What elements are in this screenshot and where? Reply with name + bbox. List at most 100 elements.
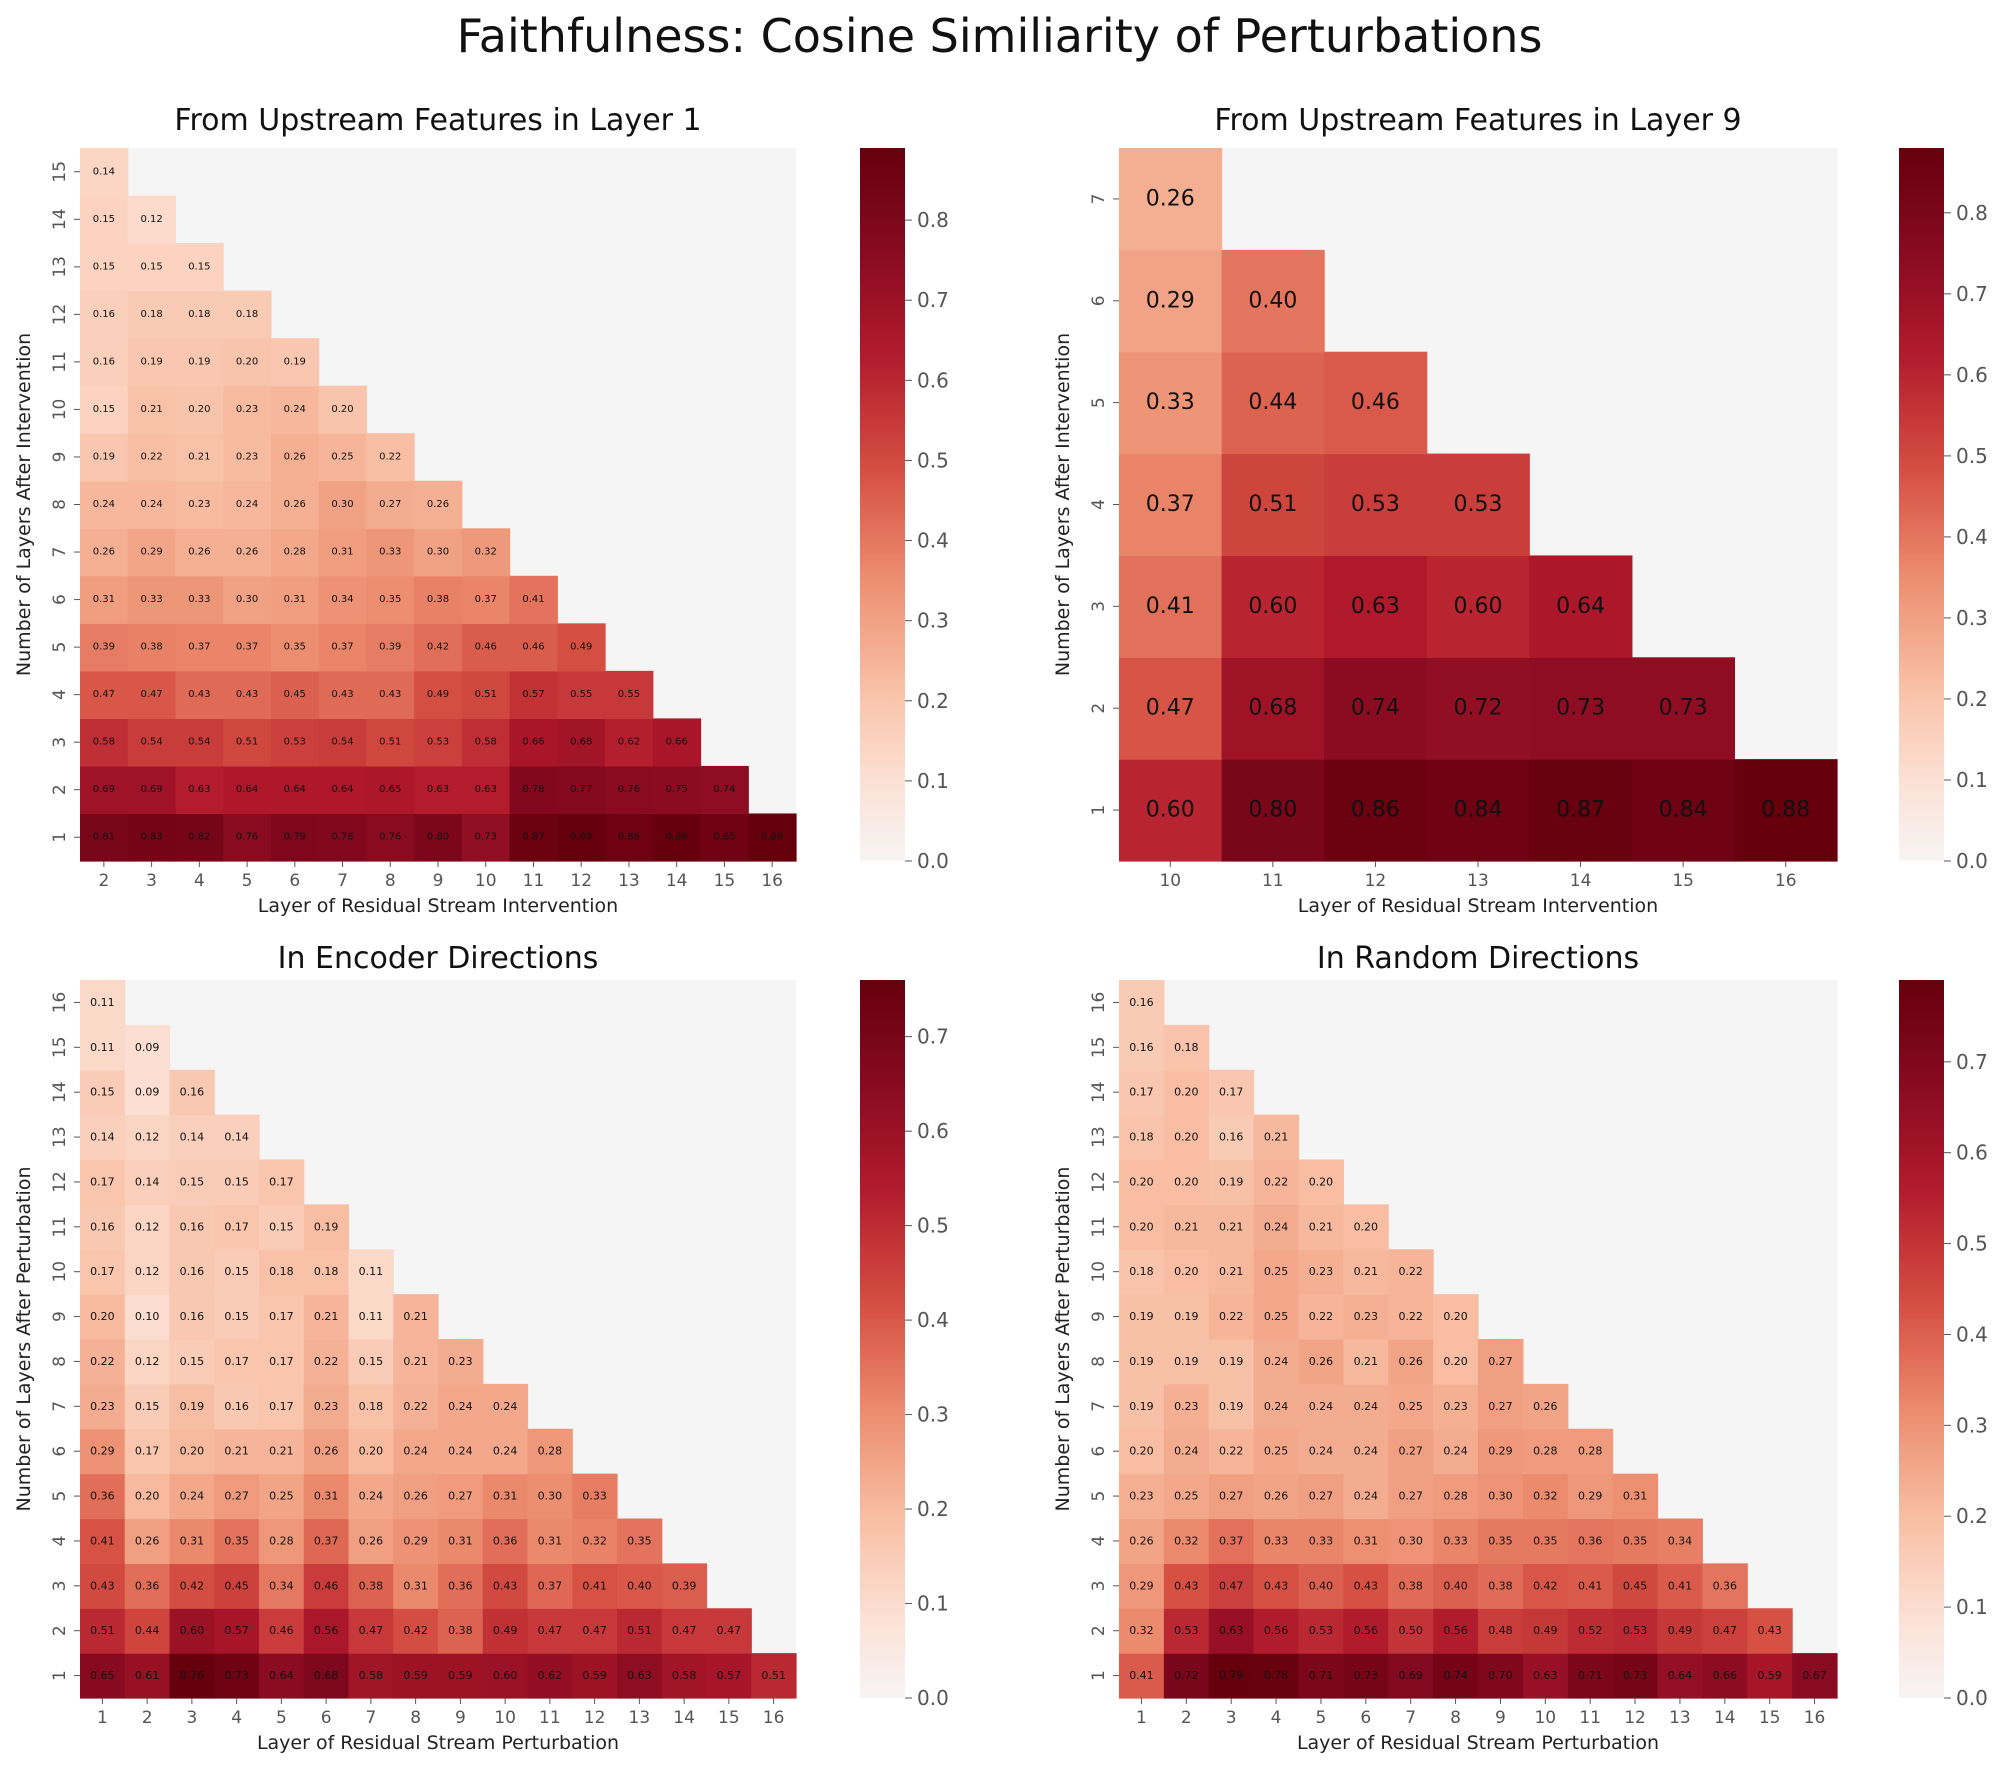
- heatmap-cell: [1119, 1114, 1165, 1161]
- cell-value-label: 0.11: [90, 996, 115, 1009]
- cell-value-label: 0.38: [1488, 1579, 1513, 1592]
- heatmap-cell: [482, 1518, 529, 1564]
- heatmap-cell: [1478, 1383, 1524, 1430]
- cell-value-label: 0.18: [359, 1400, 384, 1413]
- colorbar-tick-label: 0.3: [1956, 606, 1988, 630]
- x-tick-label: 5: [276, 1708, 287, 1728]
- cell-value-label: 0.18: [1129, 1131, 1154, 1144]
- heatmap-cell: [661, 1653, 708, 1699]
- heatmap-cell: [527, 1473, 573, 1520]
- cell-value-label: 0.28: [269, 1534, 294, 1547]
- heatmap-cell: [557, 813, 606, 862]
- x-tick-label: 6: [1360, 1708, 1371, 1728]
- heatmap-cell: [124, 1159, 171, 1205]
- cell-value-label: 0.63: [427, 784, 449, 795]
- cell-value-label: 0.46: [1351, 390, 1400, 415]
- cell-value-label: 0.41: [90, 1534, 115, 1547]
- heatmap-cell: [1426, 657, 1530, 760]
- x-tick-label: 2: [142, 1708, 153, 1728]
- cell-value-label: 0.24: [448, 1445, 473, 1458]
- heatmap-cell: [80, 243, 129, 292]
- cell-value-label: 0.73: [224, 1669, 249, 1682]
- cell-value-label: 0.10: [135, 1310, 160, 1323]
- x-tick-label: 11: [539, 1708, 561, 1728]
- cell-value-label: 0.35: [1623, 1534, 1648, 1547]
- heatmap-cell: [127, 338, 177, 387]
- cell-value-label: 0.86: [618, 832, 640, 843]
- heatmap-cell: [393, 1383, 439, 1430]
- heatmap-cell: [348, 1249, 394, 1295]
- y-tick-label: 14: [1089, 1081, 1109, 1103]
- x-tick-label: 6: [321, 1708, 332, 1728]
- heatmap-cell: [661, 1563, 708, 1609]
- heatmap-cell: [1119, 1069, 1165, 1116]
- heatmap-panel-layer9: 0.60 0.80 0.86 0.84 0.87 0.84 0.880.47 0.68 0.74…: [1052, 103, 1988, 917]
- heatmap-cell: [509, 765, 558, 815]
- cell-value-label: 0.29: [1488, 1445, 1513, 1458]
- cell-value-label: 0.36: [493, 1534, 518, 1547]
- cell-value-label: 0.51: [1248, 492, 1297, 517]
- cell-value-label: 0.19: [1129, 1310, 1154, 1323]
- x-tick-label: 16: [761, 871, 783, 891]
- heatmap-cell: [80, 480, 129, 529]
- heatmap-cell: [80, 1069, 126, 1116]
- heatmap-panel-layer1: 0.81 0.83 0.82 0.76 0.79 0.78 0.76 0.80 0.73 0.87…: [13, 103, 949, 917]
- heatmap-cell: [127, 670, 177, 719]
- cell-value-label: 0.40: [1309, 1579, 1334, 1592]
- cell-value-label: 0.22: [1264, 1175, 1289, 1188]
- cell-value-label: 0.45: [284, 689, 306, 700]
- heatmap-cell: [1221, 759, 1325, 862]
- x-tick-label: 3: [186, 1708, 197, 1728]
- cell-value-label: 0.19: [314, 1220, 339, 1233]
- heatmap-cell: [1567, 1473, 1614, 1520]
- cell-value-label: 0.24: [1354, 1400, 1379, 1413]
- heatmap-cell: [348, 1428, 394, 1475]
- cell-value-label: 0.18: [188, 309, 210, 320]
- heatmap-cell: [438, 1563, 484, 1609]
- heatmap-cell: [461, 813, 511, 862]
- heatmap-cell: [1343, 1249, 1389, 1295]
- heatmap-cell: [1522, 1608, 1569, 1654]
- figure-title: Faithfulness: Cosine Similiarity of Pert…: [456, 9, 1543, 63]
- cell-value-label: 0.51: [90, 1624, 115, 1637]
- y-tick-label: 4: [50, 1536, 70, 1547]
- heatmap-cell: [223, 290, 272, 339]
- heatmap-cell: [1478, 1653, 1524, 1699]
- heatmap-cell: [1163, 1204, 1210, 1250]
- y-tick-label: 1: [50, 1670, 70, 1681]
- cell-value-label: 0.26: [1264, 1490, 1289, 1503]
- cell-value-label: 0.47: [140, 689, 162, 700]
- colorbar-tick-label: 0.0: [917, 849, 949, 873]
- y-tick-label: 15: [50, 161, 70, 183]
- heatmap-cell: [1208, 1563, 1255, 1609]
- cell-value-label: 0.16: [93, 356, 115, 367]
- cell-value-label: 0.32: [582, 1534, 607, 1547]
- cell-value-label: 0.14: [93, 166, 115, 177]
- heatmap-cell: [124, 1114, 171, 1161]
- heatmap-cell: [1119, 1339, 1165, 1385]
- y-tick-label: 16: [50, 992, 70, 1014]
- heatmap-cell: [1612, 1518, 1659, 1564]
- heatmap-cell: [1208, 1294, 1255, 1340]
- heatmap-cell: [1119, 148, 1223, 251]
- heatmap-cell: [438, 1383, 484, 1430]
- cell-value-label: 0.24: [1309, 1445, 1334, 1458]
- heatmap-cell: [124, 1473, 171, 1520]
- heatmap-cell: [259, 1294, 305, 1340]
- heatmap-cell: [318, 670, 367, 719]
- y-tick-label: 12: [50, 304, 70, 326]
- heatmap-cell: [259, 1159, 305, 1205]
- heatmap-cell: [348, 1518, 394, 1564]
- y-tick-label: 9: [1089, 1311, 1109, 1322]
- heatmap-cell: [438, 1428, 484, 1475]
- heatmap-cell: [1388, 1653, 1434, 1699]
- heatmap-cell: [393, 1608, 439, 1654]
- colorbar: [860, 980, 905, 1698]
- heatmap-cell: [1253, 1114, 1300, 1161]
- heatmap-cell: [169, 1428, 215, 1475]
- cell-value-label: 0.25: [1174, 1490, 1199, 1503]
- cell-value-label: 0.31: [1623, 1490, 1648, 1503]
- cell-value-label: 0.17: [224, 1355, 249, 1368]
- colorbar-tick-label: 0.5: [1956, 1232, 1988, 1256]
- heatmap-cell: [259, 1249, 305, 1295]
